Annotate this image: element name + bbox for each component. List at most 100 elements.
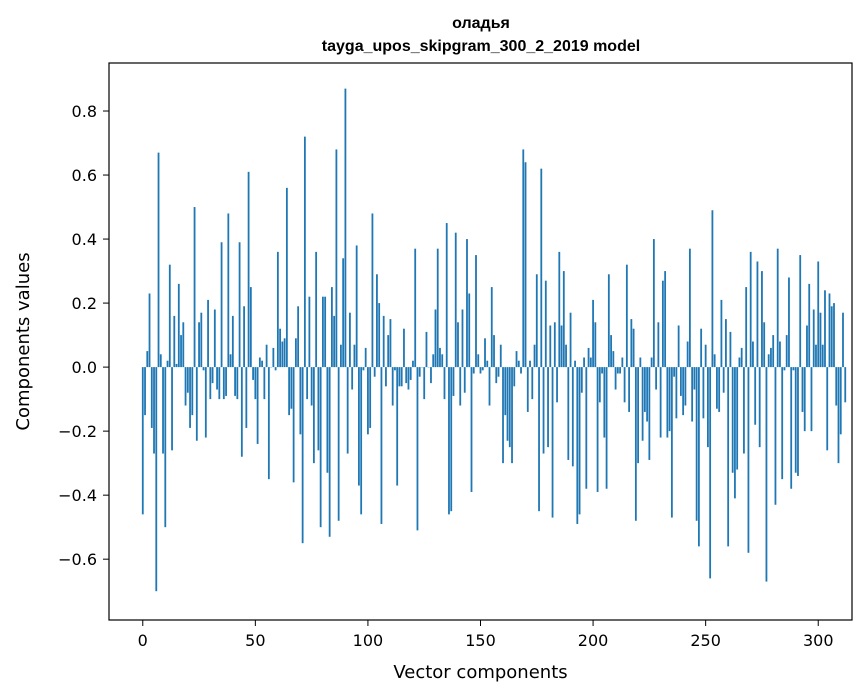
bar-135	[445, 223, 448, 368]
bar-13	[171, 367, 173, 451]
bar-305	[828, 293, 831, 368]
bar-137	[450, 367, 453, 512]
bar-55	[265, 344, 268, 368]
bar-145	[468, 293, 471, 368]
bar-104	[376, 274, 378, 368]
bar-290	[794, 367, 797, 473]
bar-139	[454, 232, 457, 368]
bar-221	[639, 357, 642, 368]
bar-56	[267, 367, 270, 480]
x-tick-label: 150	[465, 631, 496, 650]
bar-49	[252, 367, 254, 380]
bar-37	[225, 367, 227, 396]
bar-23	[193, 207, 196, 368]
bar-278	[767, 354, 770, 368]
bar-58	[272, 347, 275, 368]
bar-173	[531, 367, 534, 400]
bar-271	[752, 341, 754, 368]
bar-28	[204, 367, 207, 438]
bar-306	[830, 306, 833, 368]
bar-255	[716, 367, 718, 409]
bar-177	[540, 168, 543, 368]
bar-120	[412, 360, 414, 368]
bar-88	[340, 344, 342, 368]
bar-207	[607, 274, 610, 368]
bar-235	[670, 367, 673, 518]
y-tick-label: 0.2	[72, 294, 97, 313]
bar-108	[385, 367, 387, 387]
x-tick-label: 100	[353, 631, 384, 650]
bar-78	[317, 367, 320, 451]
bar-240	[682, 367, 685, 416]
bar-24	[195, 367, 198, 441]
bar-285	[783, 367, 786, 371]
bar-254	[713, 354, 716, 368]
bar-204	[601, 367, 603, 374]
bar-165	[513, 367, 516, 387]
y-tick-label: 0.0	[72, 358, 97, 377]
bar-197	[585, 367, 588, 489]
bar-160	[502, 367, 504, 464]
bar-116	[403, 328, 405, 368]
y-tick-label: 0.6	[72, 166, 97, 185]
bar-190	[569, 312, 572, 368]
bar-210	[614, 367, 617, 390]
bar-280	[772, 335, 775, 368]
bar-241	[684, 367, 687, 406]
bar-52	[258, 357, 261, 368]
bar-198	[587, 347, 590, 368]
bar-188	[565, 344, 567, 368]
bar-214	[623, 367, 626, 403]
bar-152	[484, 338, 486, 368]
bar-112	[394, 367, 396, 371]
x-tick-label: 50	[245, 631, 265, 650]
bar-36	[222, 367, 225, 400]
bar-238	[677, 325, 680, 368]
bar-73	[306, 367, 309, 400]
bar-299	[815, 344, 817, 368]
bar-69	[297, 306, 300, 368]
bar-77	[315, 251, 318, 368]
bar-16	[177, 283, 180, 368]
bar-2	[146, 351, 149, 368]
bar-237	[675, 367, 678, 419]
bar-150	[479, 367, 482, 374]
bar-270	[749, 251, 752, 368]
bar-51	[256, 367, 259, 444]
bar-151	[481, 367, 484, 371]
x-axis-label: Vector components	[393, 662, 567, 683]
bar-164	[511, 367, 513, 464]
bar-134	[443, 367, 446, 400]
bar-138	[452, 367, 455, 396]
bar-27	[202, 367, 205, 371]
bar-311	[842, 312, 844, 368]
bar-277	[765, 367, 768, 582]
bar-15	[175, 363, 178, 368]
bar-178	[542, 367, 545, 454]
bar-239	[679, 367, 682, 396]
bar-158	[497, 367, 500, 377]
bar-75	[310, 367, 313, 406]
bar-227	[652, 239, 655, 368]
bar-301	[819, 312, 822, 368]
bar-5	[153, 367, 155, 454]
bar-81	[324, 296, 327, 368]
bar-312	[844, 367, 847, 403]
bar-149	[477, 354, 480, 368]
bar-94	[353, 344, 356, 368]
bar-215	[625, 264, 628, 368]
bar-106	[380, 367, 383, 524]
bar-19	[184, 367, 187, 406]
bar-268	[745, 287, 748, 368]
bar-63	[283, 338, 286, 368]
bar-184	[556, 367, 558, 403]
bar-228	[655, 367, 658, 390]
bar-101	[369, 367, 372, 428]
bar-200	[592, 299, 594, 368]
bar-264	[736, 367, 739, 470]
bar-26	[200, 312, 203, 368]
bar-70	[299, 367, 302, 435]
bar-175	[535, 274, 538, 368]
bar-14	[173, 315, 176, 368]
bar-40	[231, 315, 234, 368]
